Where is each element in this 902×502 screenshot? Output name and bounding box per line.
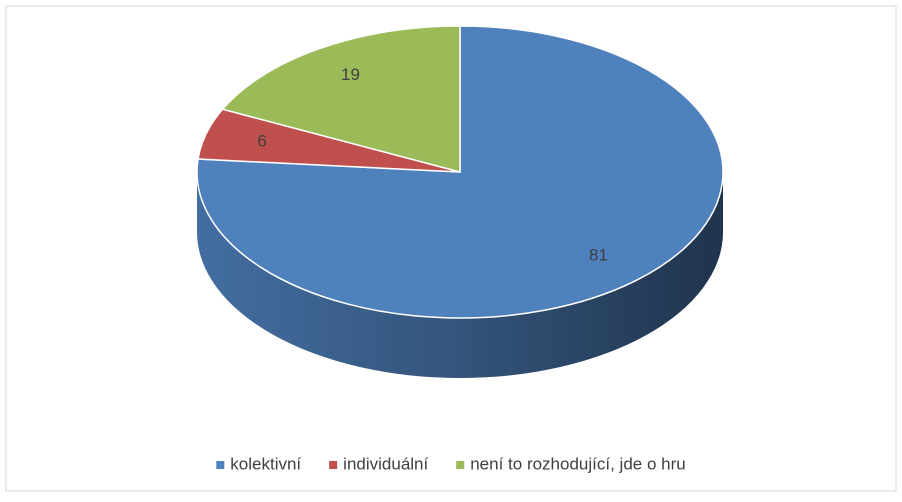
legend-label: není to rozhodující, jde o hru (470, 454, 685, 473)
data-label: 6 (257, 131, 266, 150)
pie-side-shade (197, 172, 723, 378)
legend-swatch (329, 461, 338, 469)
legend-label: individuální (343, 454, 428, 473)
legend-swatch (216, 461, 225, 469)
data-label: 19 (341, 65, 360, 84)
legend-label: kolektivní (230, 454, 301, 473)
pie-slice (221, 25, 461, 173)
legend: kolektivní individuální není to rozhodujíc… (216, 454, 686, 473)
data-label: 81 (589, 246, 608, 265)
legend-swatch (456, 461, 465, 469)
